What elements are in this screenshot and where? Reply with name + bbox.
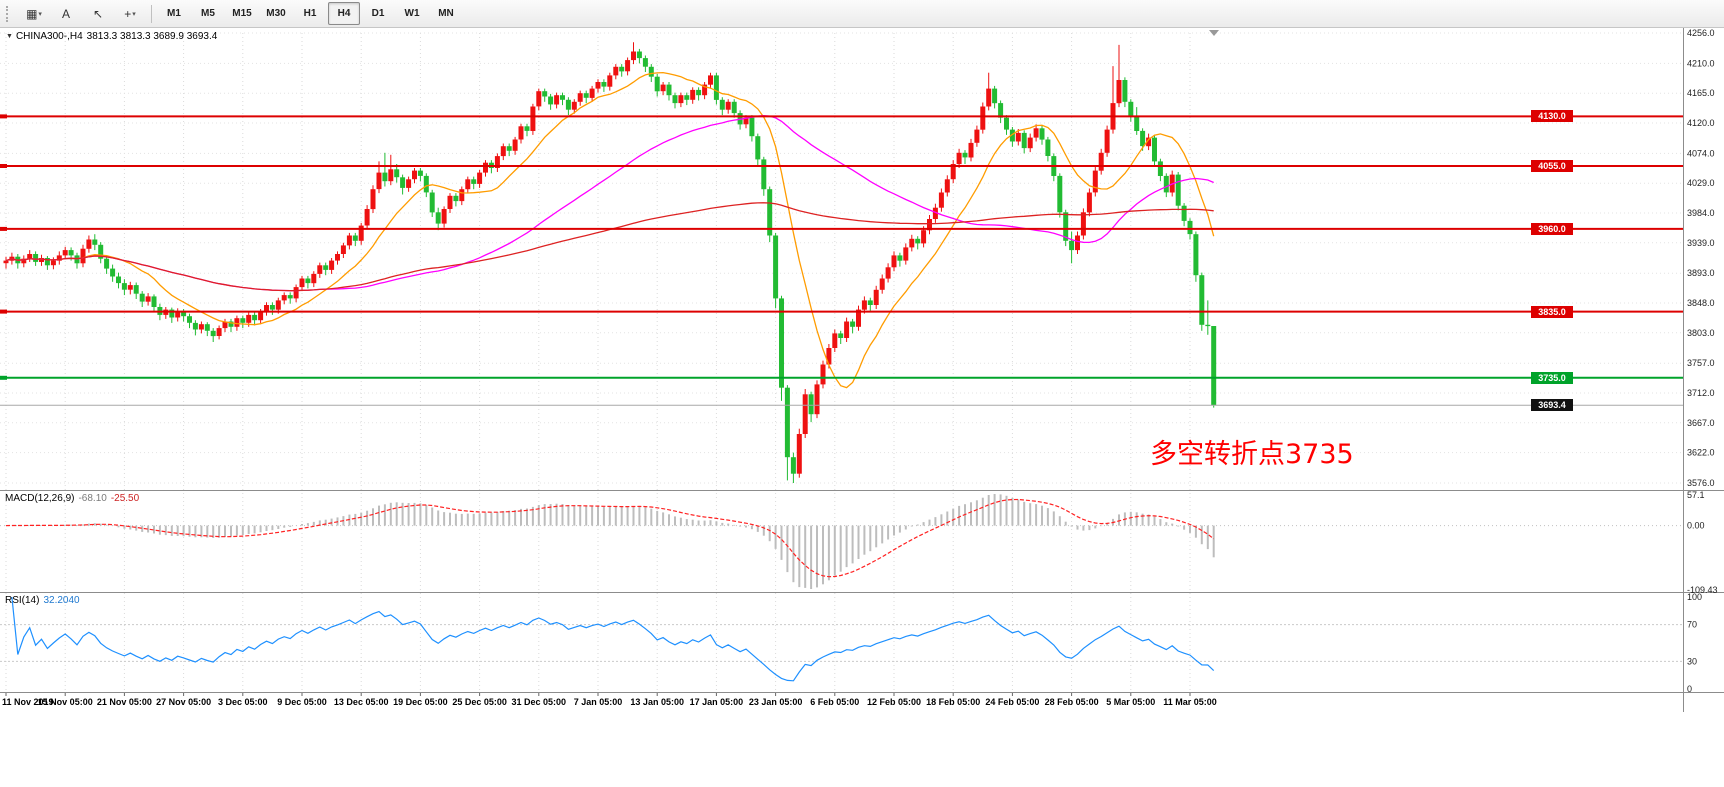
svg-text:3622.0: 3622.0 — [1687, 448, 1715, 458]
timeframe-m30[interactable]: M30 — [266, 8, 286, 19]
svg-text:23 Jan 05:00: 23 Jan 05:00 — [749, 697, 803, 707]
macd-indicator-label: MACD(12,26,9) -68.10 -25.50 — [5, 493, 143, 504]
grid — [0, 32, 1683, 696]
price-tag-4130-0[interactable]: 4130.0 — [1531, 110, 1573, 123]
toolbar-grip[interactable] — [6, 5, 12, 22]
macd-name: MACD(12,26,9) — [5, 493, 75, 504]
annotation-text[interactable]: 多空转折点3735 — [1150, 439, 1354, 470]
chart-window-icon[interactable]: ▦ ▾ — [26, 6, 42, 21]
svg-text:30: 30 — [1687, 656, 1697, 666]
chart-title: ▼ CHINA300-,H4 3813.3 3813.3 3689.9 3693.4 — [6, 31, 221, 42]
ma-lines — [5, 71, 1215, 389]
timeframe-d1[interactable]: D1 — [371, 8, 385, 19]
svg-text:70: 70 — [1687, 620, 1697, 630]
svg-text:12 Feb 05:00: 12 Feb 05:00 — [867, 697, 921, 707]
ohlc-values: 3813.3 3813.3 3689.9 3693.4 — [86, 31, 218, 42]
price-tag-3735-0[interactable]: 3735.0 — [1531, 371, 1573, 384]
svg-text:11 Nov 2019: 11 Nov 2019 — [2, 697, 54, 707]
svg-text:4256.0: 4256.0 — [1687, 28, 1715, 38]
crosshair-tool-icon[interactable]: + ▾ — [124, 6, 136, 21]
svg-text:4074.0: 4074.0 — [1687, 148, 1715, 158]
price-tag-4055-0[interactable]: 4055.0 — [1531, 160, 1573, 172]
svg-text:21 Nov 05:00: 21 Nov 05:00 — [97, 697, 152, 707]
svg-text:4165.0: 4165.0 — [1687, 88, 1715, 98]
timeframe-m15[interactable]: M15 — [232, 8, 252, 19]
svg-text:3667.0: 3667.0 — [1687, 418, 1715, 428]
macd-main-value: -68.10 — [78, 493, 107, 504]
svg-text:100: 100 — [1687, 592, 1702, 602]
svg-text:3893.0: 3893.0 — [1687, 268, 1715, 278]
svg-text:0.00: 0.00 — [1687, 521, 1705, 531]
svg-text:4210.0: 4210.0 — [1687, 58, 1715, 68]
svg-text:19 Dec 05:00: 19 Dec 05:00 — [393, 697, 448, 707]
toolbar-separator — [151, 4, 152, 23]
panel-separators — [0, 27, 1724, 712]
text-tool-icon[interactable]: A — [61, 6, 70, 21]
svg-text:13 Jan 05:00: 13 Jan 05:00 — [630, 697, 684, 707]
svg-text:0: 0 — [1687, 684, 1692, 694]
svg-text:3984.0: 3984.0 — [1687, 208, 1715, 218]
price-tag-3960-0[interactable]: 3960.0 — [1531, 222, 1573, 235]
rsi-panel — [0, 596, 1683, 682]
hlines-layer[interactable] — [0, 30, 1683, 406]
timeframe-w1[interactable]: W1 — [404, 8, 420, 19]
symbol-dropdown-icon[interactable]: ▼ — [6, 33, 13, 40]
svg-text:24 Feb 05:00: 24 Feb 05:00 — [985, 697, 1039, 707]
price-axis[interactable]: 4256.0 4210.0 4165.0 4120.0 4074.0 4029.0 3984… — [1687, 28, 1718, 694]
svg-text:13 Dec 05:00: 13 Dec 05:00 — [334, 697, 389, 707]
rsi-indicator-label: RSI(14) 32.2040 — [5, 595, 84, 606]
svg-text:5 Mar 05:00: 5 Mar 05:00 — [1106, 697, 1155, 707]
svg-text:15 Nov 05:00: 15 Nov 05:00 — [38, 697, 93, 707]
svg-text:57.1: 57.1 — [1687, 490, 1705, 500]
timeframe-buttons: M1 M5 M15 M30 H1 H4 D1 W1 MN — [157, 2, 463, 25]
price-tag-3693-4[interactable]: 3693.4 — [1531, 399, 1573, 412]
timeframe-mn[interactable]: MN — [438, 8, 454, 19]
toolbar: ▦ ▾ A ↖ + ▾ M1 M5 M15 M30 H1 H4 D1 W1 MN — [0, 0, 1724, 28]
macd-signal-value: -25.50 — [110, 493, 140, 504]
svg-text:-109.43: -109.43 — [1687, 585, 1718, 595]
timeframe-m5[interactable]: M5 — [201, 8, 215, 19]
svg-text:28 Feb 05:00: 28 Feb 05:00 — [1045, 697, 1099, 707]
timeframe-m1[interactable]: M1 — [167, 8, 181, 19]
svg-text:3939.0: 3939.0 — [1687, 238, 1715, 248]
svg-text:7 Jan 05:00: 7 Jan 05:00 — [574, 697, 623, 707]
svg-text:3 Dec 05:00: 3 Dec 05:00 — [218, 697, 268, 707]
svg-text:3712.0: 3712.0 — [1687, 388, 1715, 398]
candles-layer — [3, 42, 1217, 483]
timeframe-h1[interactable]: H1 — [303, 8, 317, 19]
toolbar-icons: ▦ ▾ A ↖ + ▾ — [18, 2, 146, 25]
svg-text:25 Dec 05:00: 25 Dec 05:00 — [452, 697, 507, 707]
svg-text:17 Jan 05:00: 17 Jan 05:00 — [690, 697, 744, 707]
svg-text:4120.0: 4120.0 — [1687, 118, 1715, 128]
timeframe-h4[interactable]: H4 — [328, 2, 360, 25]
macd-panel — [0, 494, 1683, 589]
svg-text:3757.0: 3757.0 — [1687, 358, 1715, 368]
shift-marker — [1209, 30, 1219, 36]
svg-text:3576.0: 3576.0 — [1687, 478, 1715, 488]
svg-text:18 Feb 05:00: 18 Feb 05:00 — [926, 697, 980, 707]
symbol-period-label: CHINA300-,H4 — [15, 31, 83, 42]
svg-text:3848.0: 3848.0 — [1687, 298, 1715, 308]
svg-text:27 Nov 05:00: 27 Nov 05:00 — [156, 697, 211, 707]
svg-text:31 Dec 05:00: 31 Dec 05:00 — [512, 697, 567, 707]
cursor-tool-icon[interactable]: ↖ — [92, 6, 104, 21]
svg-text:4029.0: 4029.0 — [1687, 178, 1715, 188]
rsi-value: 32.2040 — [43, 595, 80, 606]
rsi-name: RSI(14) — [5, 595, 40, 606]
svg-text:6 Feb 05:00: 6 Feb 05:00 — [810, 697, 859, 707]
svg-text:9 Dec 05:00: 9 Dec 05:00 — [277, 697, 327, 707]
price-tag-3835-0[interactable]: 3835.0 — [1531, 305, 1573, 318]
svg-text:11 Mar 05:00: 11 Mar 05:00 — [1163, 697, 1217, 707]
svg-text:3803.0: 3803.0 — [1687, 328, 1715, 338]
